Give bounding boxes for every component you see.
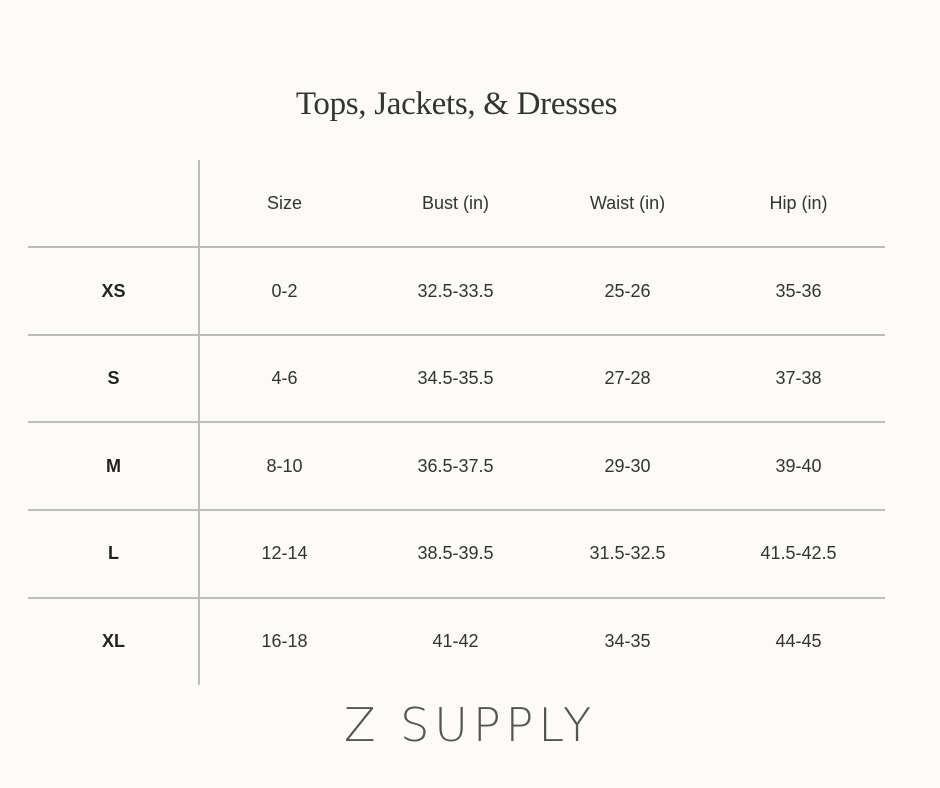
table-cell: 12-14 [261, 543, 308, 563]
row-header: M [106, 456, 121, 476]
row-header: S [107, 368, 120, 388]
table-cell: 44-45 [775, 631, 822, 651]
column-header: Waist (in) [589, 193, 666, 213]
table-cell: 41.5-42.5 [760, 543, 837, 563]
table-cell: 32.5-33.5 [417, 281, 494, 301]
row-divider [28, 597, 885, 599]
page-title: Tops, Jackets, & Dresses [295, 86, 618, 122]
table-cell: 27-28 [604, 368, 651, 388]
table-cell: 8-10 [266, 456, 303, 476]
table-cell: 4-6 [271, 368, 298, 388]
table-cell: 34-35 [604, 631, 651, 651]
table-cell: 31.5-32.5 [589, 543, 666, 563]
table-cell: 29-30 [604, 456, 651, 476]
table-cell: 36.5-37.5 [417, 456, 494, 476]
table-cell: 38.5-39.5 [417, 543, 494, 563]
table-cell: 0-2 [271, 281, 298, 301]
row-divider [28, 421, 885, 423]
table-cell: 37-38 [775, 368, 822, 388]
table-cell: 35-36 [775, 281, 822, 301]
column-header: Hip (in) [769, 193, 828, 213]
row-header: XL [101, 631, 125, 651]
column-header: Size [266, 193, 302, 213]
table-cell: 39-40 [775, 456, 822, 476]
row-divider [28, 334, 885, 336]
table-cell: 41-42 [432, 631, 479, 651]
brand-logo: Z SUPPLY [343, 698, 597, 752]
column-header: Bust (in) [421, 193, 490, 213]
table-cell: 34.5-35.5 [417, 368, 494, 388]
row-header: XS [101, 281, 126, 301]
row-divider [28, 509, 885, 511]
row-header: L [108, 543, 119, 563]
table-cell: 16-18 [261, 631, 308, 651]
table-cell: 25-26 [604, 281, 651, 301]
row-divider [28, 246, 885, 248]
